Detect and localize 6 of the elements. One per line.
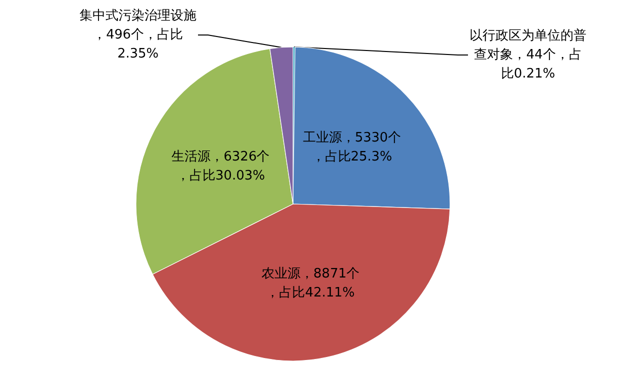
slice-label: 工业源，5330个，占比25.3% xyxy=(302,130,401,165)
slice-label: 以行政区为单位的普查对象，44个，占比0.21% xyxy=(470,28,586,82)
slice-label: 农业源，8871个，占比42.11% xyxy=(261,266,360,301)
slice-label: 集中式污染治理设施 xyxy=(80,8,196,24)
data-label: ，496个，占比2.35% xyxy=(93,28,183,62)
slice-label: 生活源，6326个，占比30.03% xyxy=(172,149,270,184)
